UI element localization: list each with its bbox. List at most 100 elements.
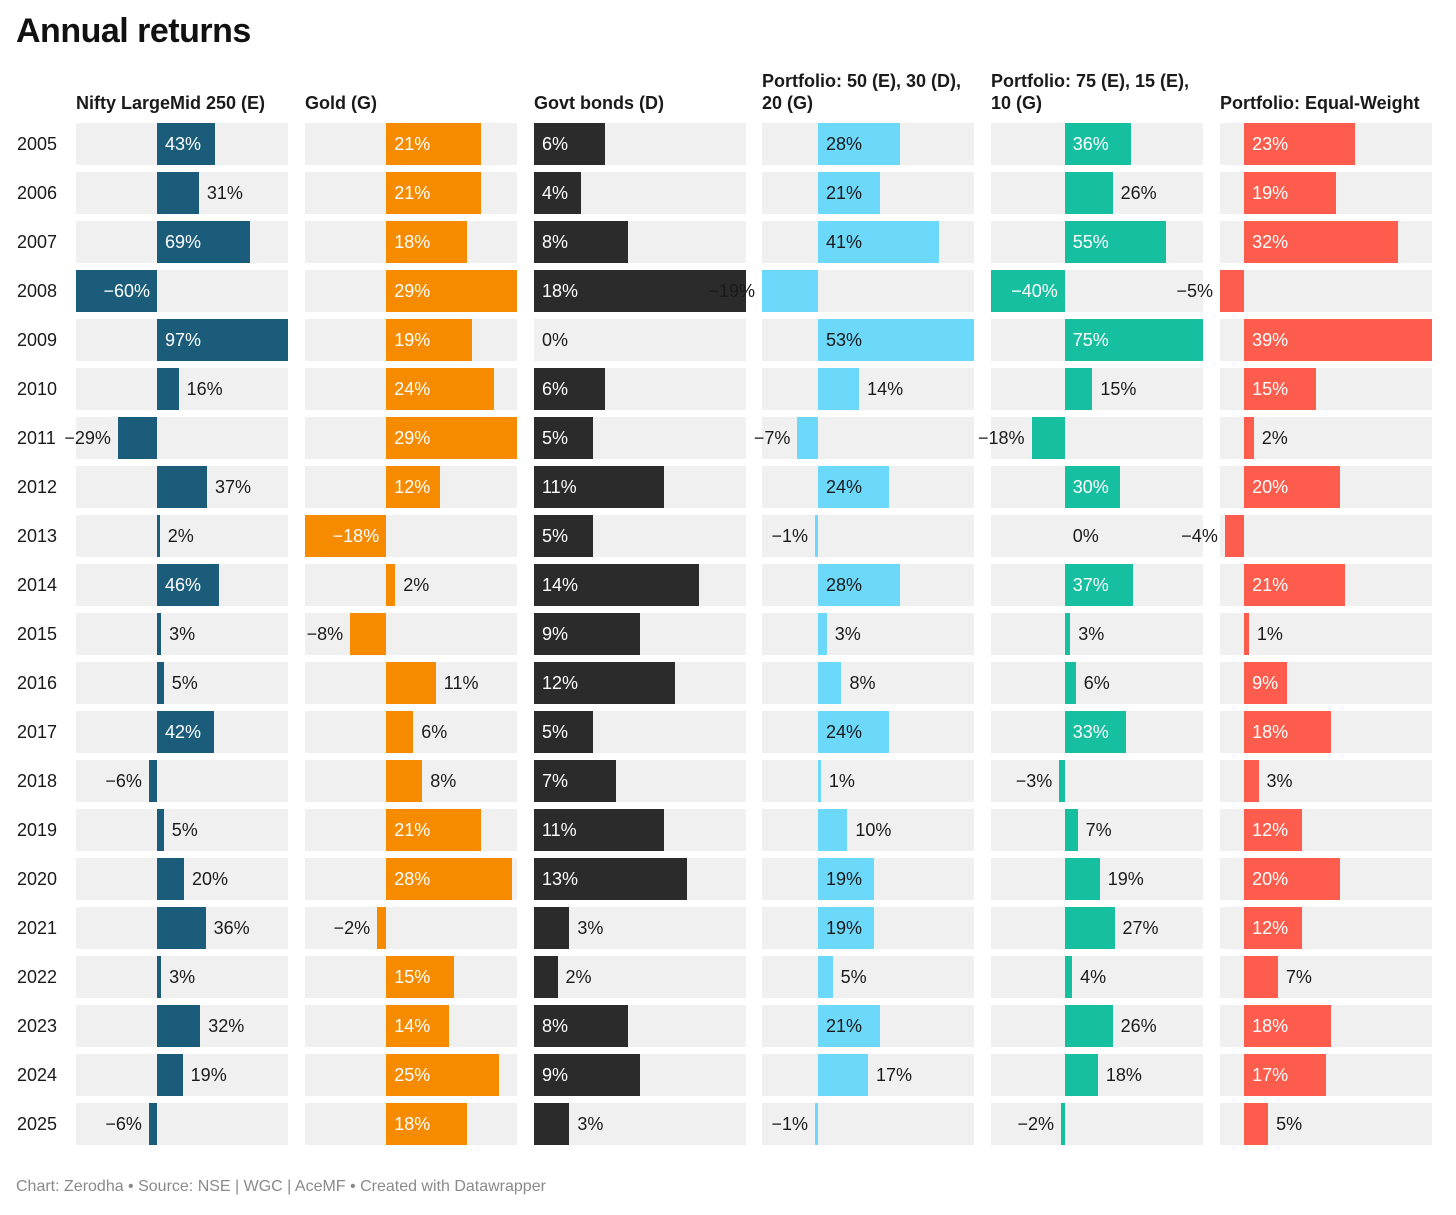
bar bbox=[1064, 123, 1132, 165]
value-label: 8% bbox=[542, 1016, 569, 1036]
value-label: 3% bbox=[577, 1114, 604, 1134]
bar bbox=[1244, 564, 1346, 606]
value-label: −18% bbox=[978, 428, 1025, 448]
value-label: 11% bbox=[542, 820, 577, 840]
bar-track: 41% bbox=[762, 221, 974, 263]
bar-track: 3% bbox=[991, 613, 1203, 655]
bar-track: 14% bbox=[305, 1005, 517, 1047]
series-header: Portfolio: Equal-Weight bbox=[1220, 93, 1420, 113]
bar-track: 24% bbox=[305, 368, 517, 410]
bar-track: 32% bbox=[1220, 221, 1432, 263]
bar bbox=[534, 417, 593, 459]
year-label: 2022 bbox=[17, 967, 58, 987]
bar-track: 2% bbox=[76, 515, 288, 557]
bar-track: 9% bbox=[1220, 662, 1432, 704]
value-label: 55% bbox=[1072, 232, 1109, 252]
value-label: 24% bbox=[825, 477, 862, 497]
bar bbox=[1061, 1103, 1065, 1145]
value-label: 26% bbox=[1120, 183, 1157, 203]
bar-track: −2% bbox=[305, 907, 517, 949]
bar bbox=[534, 368, 605, 410]
bar bbox=[1244, 907, 1302, 949]
value-label: 24% bbox=[394, 379, 431, 399]
value-label: 43% bbox=[165, 134, 202, 154]
value-label: 25% bbox=[394, 1065, 431, 1085]
value-label: −19% bbox=[708, 281, 755, 301]
value-label: 8% bbox=[542, 232, 569, 252]
series-header: Govt bonds (D) bbox=[534, 93, 664, 113]
bar bbox=[1244, 760, 1259, 802]
bar-track: 19% bbox=[762, 858, 974, 900]
value-label: 53% bbox=[825, 330, 862, 350]
bar bbox=[1064, 1005, 1113, 1047]
value-label: −18% bbox=[332, 526, 380, 546]
bar-track: 39% bbox=[1220, 319, 1432, 361]
bar bbox=[817, 809, 848, 851]
value-label: 7% bbox=[1285, 967, 1312, 987]
value-label: 12% bbox=[542, 673, 579, 693]
value-label: 0% bbox=[542, 330, 569, 350]
value-label: −2% bbox=[1017, 1114, 1055, 1134]
bar-track: −18% bbox=[978, 417, 1203, 459]
value-label: 3% bbox=[1266, 771, 1293, 791]
bar-track: 7% bbox=[991, 809, 1203, 851]
bar-track: 75% bbox=[991, 319, 1203, 361]
bar-track: 69% bbox=[76, 221, 288, 263]
bar bbox=[377, 907, 387, 949]
bar bbox=[157, 368, 179, 410]
bar-track: 55% bbox=[991, 221, 1203, 263]
bar bbox=[534, 809, 664, 851]
bar-track: 4% bbox=[534, 172, 746, 214]
bar bbox=[534, 466, 664, 508]
bar bbox=[157, 956, 162, 998]
value-label: 46% bbox=[165, 575, 202, 595]
bar-track: 1% bbox=[1220, 613, 1432, 655]
bar-track: 3% bbox=[534, 1103, 746, 1145]
bar-track: 12% bbox=[1220, 809, 1432, 851]
bar bbox=[534, 760, 617, 802]
bar bbox=[157, 466, 207, 508]
value-label: 1% bbox=[1256, 624, 1283, 644]
bar-track: 18% bbox=[305, 221, 517, 263]
bar-track: 20% bbox=[1220, 858, 1432, 900]
bar bbox=[157, 1054, 183, 1096]
bar-track: 21% bbox=[1220, 564, 1432, 606]
value-label: 5% bbox=[542, 526, 569, 546]
value-label: 14% bbox=[542, 575, 579, 595]
bar-track: 19% bbox=[76, 1054, 288, 1096]
bar bbox=[350, 613, 387, 655]
chart-footer: Chart: Zerodha • Source: NSE | WGC | Ace… bbox=[16, 1178, 546, 1195]
value-label: 5% bbox=[171, 820, 198, 840]
value-label: 3% bbox=[834, 624, 861, 644]
value-label: 19% bbox=[1107, 869, 1144, 889]
bar bbox=[386, 466, 441, 508]
bar bbox=[386, 368, 495, 410]
bar-track: 25% bbox=[305, 1054, 517, 1096]
bar bbox=[1244, 809, 1302, 851]
bar-track: 12% bbox=[305, 466, 517, 508]
bar bbox=[157, 564, 220, 606]
bar-track: 36% bbox=[76, 907, 288, 949]
bar-track: 7% bbox=[1220, 956, 1432, 998]
bar bbox=[534, 172, 582, 214]
bar-track: 53% bbox=[762, 319, 974, 361]
bar-track: −1% bbox=[762, 1103, 974, 1145]
bar-track: 8% bbox=[534, 221, 746, 263]
bar bbox=[534, 711, 593, 753]
value-label: 24% bbox=[825, 722, 862, 742]
bar bbox=[534, 221, 629, 263]
value-label: 10% bbox=[855, 820, 892, 840]
value-label: 18% bbox=[394, 1114, 431, 1134]
value-label: 21% bbox=[394, 134, 431, 154]
value-label: 17% bbox=[1252, 1065, 1289, 1085]
bar bbox=[817, 564, 901, 606]
year-label: 2018 bbox=[17, 771, 58, 791]
value-label: 69% bbox=[165, 232, 202, 252]
value-label: 15% bbox=[1252, 379, 1289, 399]
bar bbox=[1064, 809, 1078, 851]
bar bbox=[534, 858, 688, 900]
bar bbox=[1064, 711, 1126, 753]
bar-track: 29% bbox=[305, 270, 517, 312]
bar bbox=[815, 515, 818, 557]
bar bbox=[1064, 662, 1076, 704]
